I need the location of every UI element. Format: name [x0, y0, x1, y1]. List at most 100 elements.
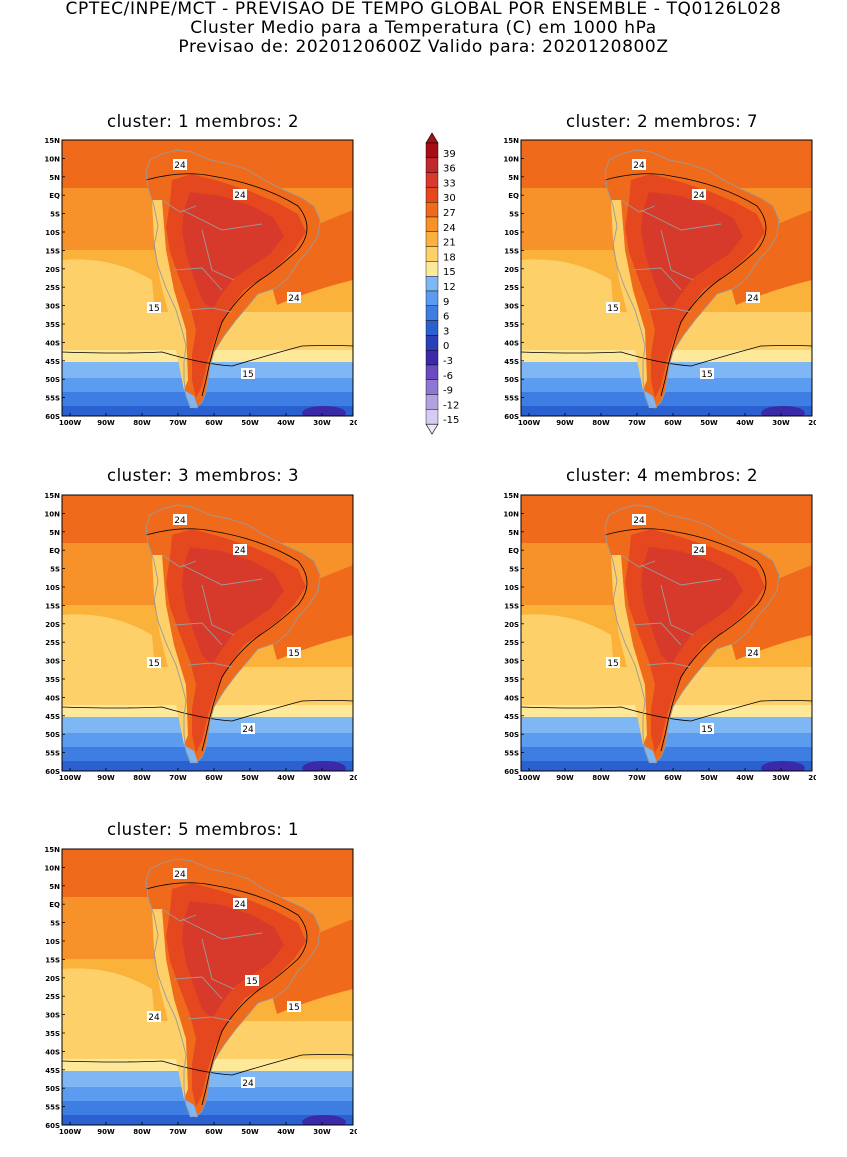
lat-tick-label: 15S — [504, 247, 519, 255]
lon-tick-label: 40W — [277, 1128, 295, 1136]
lon-tick-label: 70W — [628, 774, 646, 782]
lat-tick-label: 15N — [503, 137, 519, 145]
lat-tick-label: 50S — [45, 731, 60, 739]
contour-label: 24 — [693, 191, 705, 201]
lat-tick-label: 25S — [504, 639, 519, 647]
lon-tick-label: 80W — [133, 419, 151, 427]
lon-tick-label: 80W — [133, 774, 151, 782]
lat-tick-label: 15N — [44, 846, 60, 854]
map-panel-cluster-1: 24 24 15 24 15 15N 10N 5N EQ 5S 10S 15S 20S 25S 30S 35S… — [34, 134, 357, 432]
lat-tick-label: 10N — [44, 864, 60, 872]
colorbar-level-label: 12 — [443, 282, 456, 293]
lon-tick-label: 90W — [556, 419, 574, 427]
lat-tick-label: 30S — [504, 303, 519, 311]
forecast-dates: Previsao de: 2020120600Z Valido para: 20… — [178, 37, 669, 57]
contour-label: 24 — [234, 191, 246, 201]
lat-tick-label: 45S — [504, 358, 519, 366]
lon-tick-label: 100W — [59, 419, 82, 427]
contour-labels: 24 24 15 24 15 — [147, 159, 301, 380]
contour-label: 24 — [633, 161, 645, 171]
lat-tick-label: 55S — [45, 395, 60, 403]
lon-tick-label: 20W — [808, 774, 816, 782]
contour-label: 15 — [148, 304, 159, 314]
lat-tick-label: 40S — [45, 339, 60, 347]
lat-tick-label: EQ — [508, 547, 519, 555]
south-america-land — [605, 505, 779, 763]
contour-label: 15 — [288, 649, 299, 659]
lat-tick-label: 25S — [504, 284, 519, 292]
lat-tick-label: 5N — [508, 529, 519, 537]
lat-tick-label: EQ — [508, 192, 519, 200]
lat-tick-label: 30S — [45, 658, 60, 666]
lon-tick-label: 50W — [241, 1128, 259, 1136]
lat-tick-label: 40S — [45, 1048, 60, 1056]
colorbar-level-label: 21 — [443, 238, 456, 249]
colorbar-level-label: 36 — [443, 164, 456, 175]
contour-label: 15 — [148, 659, 159, 669]
colorbar-swatch — [425, 142, 439, 159]
lon-tick-label: 60W — [664, 419, 682, 427]
colorbar-swatch — [425, 394, 439, 410]
lat-tick-label: 10N — [44, 510, 60, 518]
lat-tick-label: 55S — [45, 750, 60, 758]
lat-tick-label: 50S — [504, 731, 519, 739]
colorbar-swatch — [425, 187, 439, 203]
lat-tick-label: 20S — [45, 975, 60, 983]
lon-tick-label: 40W — [277, 774, 295, 782]
lat-tick-label: 5S — [509, 566, 519, 574]
lat-tick-label: 55S — [504, 750, 519, 758]
colorbar-level-label: 39 — [443, 149, 456, 160]
colorbar-swatch — [425, 335, 439, 351]
contour-labels: 24 24 15 24 15 — [606, 514, 760, 735]
contour-label: 24 — [174, 516, 186, 526]
lon-tick-label: 20W — [808, 419, 816, 427]
lat-tick-label: 25S — [45, 639, 60, 647]
lat-tick-label: 60S — [504, 413, 519, 421]
contour-label: 24 — [693, 546, 705, 556]
contour-label: 24 — [747, 649, 759, 659]
colorbar-swatch — [425, 172, 439, 188]
lat-tick-label: 40S — [504, 339, 519, 347]
lon-tick-label: 50W — [700, 774, 718, 782]
colorbar-swatch — [425, 231, 439, 247]
lat-tick-label: 35S — [45, 676, 60, 684]
lon-tick-label: 40W — [736, 419, 754, 427]
lon-tick-label: 80W — [133, 1128, 151, 1136]
colorbar-level-label: -15 — [443, 415, 459, 426]
colorbar-level-label: -9 — [443, 386, 453, 397]
page-subtitle: Cluster Medio para a Temperatura (C) em … — [190, 18, 657, 38]
temperature-colorbar: 39 36 33 30 27 24 21 18 15 12 9 6 3 0 -3 -6 -9 -12 -15 — [420, 131, 480, 446]
lon-tick-label: 90W — [97, 419, 115, 427]
lon-tick-label: 40W — [277, 419, 295, 427]
lat-tick-label: 10S — [45, 938, 60, 946]
contour-label: 15 — [607, 659, 618, 669]
lat-tick-label: 45S — [504, 713, 519, 721]
lat-tick-label: 10S — [504, 229, 519, 237]
lon-tick-label: 20W — [349, 774, 357, 782]
contour-label: 24 — [174, 161, 186, 171]
contour-label: 15 — [246, 977, 257, 987]
map-panel-cluster-2: 24 24 15 24 15 15N 10N 5N EQ 5S 10S 15S 20S 25S 30S 35S… — [493, 134, 816, 432]
lat-tick-label: 5N — [49, 883, 60, 891]
lat-tick-label: 30S — [45, 1012, 60, 1020]
lat-tick-label: 5S — [509, 211, 519, 219]
lat-tick-label: EQ — [49, 901, 60, 909]
contour-label: 24 — [242, 1079, 254, 1089]
map-panel-cluster-5: 24 24 24 15 24 15 15N 10N 5N EQ 5S 10S 15S 20S 25S 30S 3… — [34, 843, 357, 1141]
lat-tick-label: 5S — [50, 566, 60, 574]
lat-tick-label: 5N — [508, 174, 519, 182]
lon-tick-label: 70W — [169, 774, 187, 782]
south-america-land — [146, 505, 320, 763]
map-panel-cluster-4: 24 24 15 24 15 15N 10N 5N EQ 5S 10S 15S 20S 25S 30S 35S… — [493, 489, 816, 787]
lon-tick-label: 30W — [772, 419, 790, 427]
lat-tick-label: 15S — [45, 956, 60, 964]
lon-tick-label: 50W — [241, 774, 259, 782]
contour-label: 24 — [747, 294, 759, 304]
lon-tick-label: 40W — [736, 774, 754, 782]
cluster-5-title: cluster: 5 membros: 1 — [107, 820, 300, 839]
colorbar-min-arrow — [425, 423, 439, 435]
lat-tick-label: 15N — [503, 492, 519, 500]
lon-tick-label: 60W — [205, 1128, 223, 1136]
contour-label: 15 — [288, 1003, 299, 1013]
lat-tick-label: 15S — [504, 602, 519, 610]
